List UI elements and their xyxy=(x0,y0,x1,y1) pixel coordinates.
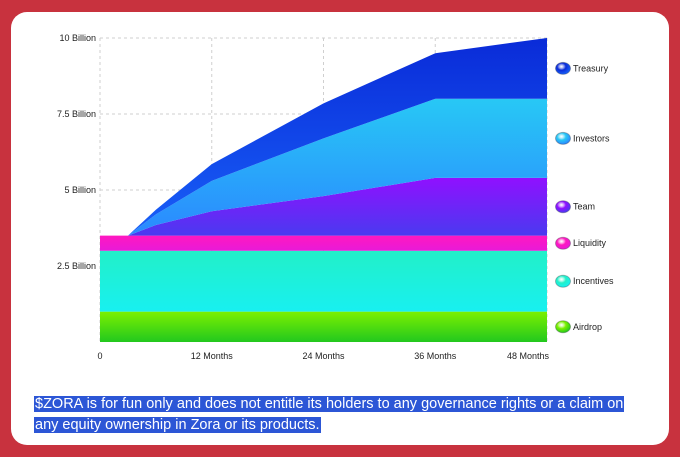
legend-swatch xyxy=(555,236,571,250)
legend-label: Team xyxy=(573,202,595,212)
area-team xyxy=(100,177,547,236)
legend-item-treasury: Treasury xyxy=(555,61,609,75)
token-allocation-chart: 2.5 Billion 5 Billion 7.5 Billion 10 Billio… xyxy=(57,33,614,361)
x-tick-label: 24 Months xyxy=(302,351,345,361)
y-tick-label: 5 Billion xyxy=(64,185,96,195)
x-tick-label: 12 Months xyxy=(191,351,234,361)
disclaimer-highlight: $ZORA is for fun only and does not entit… xyxy=(34,396,625,433)
legend-swatch xyxy=(555,200,571,214)
legend-label: Investors xyxy=(573,133,610,143)
y-tick-label: 7.5 Billion xyxy=(57,109,96,119)
legend-label: Liquidity xyxy=(573,238,607,248)
y-tick-label: 2.5 Billion xyxy=(57,261,96,271)
legend-swatch xyxy=(555,131,571,145)
area-layers xyxy=(100,38,547,342)
area-treasury xyxy=(100,38,547,236)
legend-swatch xyxy=(555,274,571,288)
legend-swatch xyxy=(555,320,571,334)
disclaimer-text: $ZORA is for fun only and does not entit… xyxy=(34,394,625,436)
legend-item-airdrop: Airdrop xyxy=(555,320,602,334)
x-tick-label: 36 Months xyxy=(414,351,457,361)
legend-label: Treasury xyxy=(573,63,609,73)
legend-label: Incentives xyxy=(573,276,614,286)
x-tick-label: 0 xyxy=(97,351,102,361)
area-liquidity xyxy=(100,235,547,251)
legend: Airdrop Incentives Liquidity Team Investors T… xyxy=(555,61,614,334)
area-investors xyxy=(100,98,547,236)
legend-label: Airdrop xyxy=(573,322,602,332)
legend-swatch xyxy=(555,61,571,75)
legend-item-investors: Investors xyxy=(555,131,610,145)
area-incentives xyxy=(100,250,547,312)
legend-item-team: Team xyxy=(555,200,595,214)
legend-item-incentives: Incentives xyxy=(555,274,614,288)
y-tick-label: 10 Billion xyxy=(59,33,96,43)
x-tick-label: 48 Months xyxy=(507,351,550,361)
chart-card: 2.5 Billion 5 Billion 7.5 Billion 10 Billio… xyxy=(11,12,669,445)
area-airdrop xyxy=(100,311,547,342)
legend-item-liquidity: Liquidity xyxy=(555,236,607,250)
